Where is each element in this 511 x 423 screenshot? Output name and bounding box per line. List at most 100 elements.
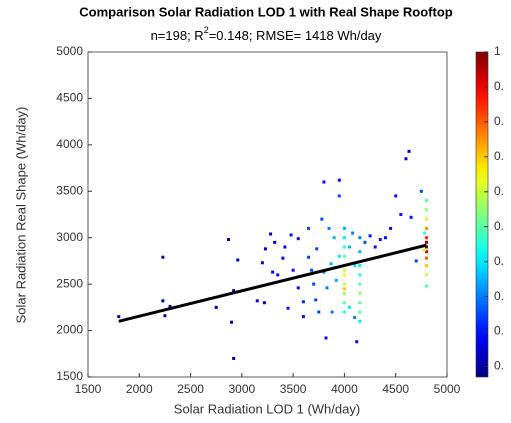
y-tick-label: 5000 bbox=[56, 44, 83, 58]
data-point bbox=[163, 314, 167, 318]
colorbar-tick-label: 0. bbox=[494, 324, 504, 338]
data-point bbox=[348, 245, 352, 249]
data-point bbox=[358, 310, 362, 314]
data-point bbox=[358, 273, 362, 277]
data-point bbox=[161, 255, 165, 259]
data-point bbox=[424, 273, 428, 277]
data-point bbox=[342, 310, 346, 314]
data-point bbox=[262, 301, 266, 305]
data-point bbox=[342, 226, 346, 230]
data-point bbox=[383, 236, 387, 240]
colorbar-tick-label: 0. bbox=[494, 289, 504, 303]
data-point bbox=[269, 232, 273, 236]
colorbar-tick-label: 0. bbox=[494, 254, 504, 268]
subtitle-part: =0.148; RMSE= 1418 Wh/day bbox=[209, 28, 382, 43]
data-point bbox=[281, 256, 285, 260]
data-point bbox=[424, 236, 428, 240]
data-point bbox=[330, 310, 334, 314]
data-point bbox=[337, 254, 341, 258]
colorbar bbox=[475, 51, 489, 378]
data-point bbox=[342, 291, 346, 295]
y-axis-label: Solar Radiation Real Shape (Wh/day) bbox=[13, 107, 28, 324]
data-point bbox=[301, 315, 305, 319]
y-tick-label: 2000 bbox=[56, 323, 83, 337]
data-point bbox=[263, 247, 267, 251]
data-point bbox=[276, 273, 280, 277]
colorbar-tick-label: 0. bbox=[494, 114, 504, 128]
data-point bbox=[358, 250, 362, 254]
data-point bbox=[351, 231, 355, 235]
data-point bbox=[214, 305, 218, 309]
data-point bbox=[407, 149, 411, 153]
data-point bbox=[230, 320, 234, 324]
y-tick-label: 3500 bbox=[56, 183, 83, 197]
y-tick-label: 4500 bbox=[56, 91, 83, 105]
data-point bbox=[260, 261, 264, 265]
data-point bbox=[424, 226, 428, 230]
data-point bbox=[320, 217, 324, 221]
data-point bbox=[424, 245, 428, 249]
data-point bbox=[358, 291, 362, 295]
data-point bbox=[373, 245, 377, 249]
x-tick-label: 2000 bbox=[126, 382, 153, 396]
data-point bbox=[424, 256, 428, 260]
data-point bbox=[342, 282, 346, 286]
x-axis-label: Solar Radiation LOD 1 (Wh/day) bbox=[174, 401, 360, 416]
data-point bbox=[273, 240, 277, 244]
x-tick-label: 4500 bbox=[382, 382, 409, 396]
data-point bbox=[404, 157, 408, 161]
data-point bbox=[324, 336, 328, 340]
data-point bbox=[255, 299, 259, 303]
data-point bbox=[168, 304, 172, 308]
data-point bbox=[236, 258, 240, 262]
data-point bbox=[424, 199, 428, 203]
data-point bbox=[363, 240, 367, 244]
data-point bbox=[424, 284, 428, 288]
data-point bbox=[342, 268, 346, 272]
colorbar-tick-label: 0. bbox=[494, 79, 504, 93]
chart-title: Comparison Solar Radiation LOD 1 with Re… bbox=[79, 4, 452, 19]
data-point bbox=[342, 254, 346, 258]
data-point bbox=[307, 255, 311, 259]
data-point bbox=[353, 316, 357, 320]
y-tick-label: 1500 bbox=[56, 369, 83, 383]
subtitle-part: n=198; R bbox=[151, 28, 204, 43]
subtitle-superscript: 2 bbox=[204, 25, 209, 35]
data-point bbox=[312, 282, 316, 286]
data-point bbox=[337, 194, 341, 198]
data-point bbox=[414, 259, 418, 263]
data-point bbox=[399, 213, 403, 216]
data-point bbox=[314, 298, 318, 302]
data-point bbox=[307, 226, 311, 230]
colorbar-tick-label: 0. bbox=[494, 149, 504, 163]
data-point bbox=[334, 278, 338, 282]
data-point bbox=[368, 234, 372, 238]
data-point bbox=[424, 264, 428, 268]
data-point bbox=[358, 282, 362, 286]
y-tick-label: 4000 bbox=[56, 137, 83, 151]
data-point bbox=[296, 286, 300, 290]
data-point bbox=[424, 208, 428, 212]
data-point bbox=[358, 319, 362, 323]
data-point bbox=[322, 180, 326, 184]
data-point bbox=[358, 236, 362, 240]
data-point bbox=[322, 270, 326, 274]
data-point bbox=[161, 299, 165, 303]
data-point bbox=[353, 264, 357, 268]
data-point bbox=[409, 215, 413, 219]
data-point bbox=[342, 245, 346, 249]
data-point bbox=[310, 268, 314, 272]
data-point bbox=[286, 306, 290, 310]
data-point bbox=[422, 248, 426, 252]
colorbar-tick-label: 0. bbox=[494, 359, 504, 373]
data-point bbox=[332, 236, 336, 240]
x-tick-label: 3000 bbox=[229, 382, 256, 396]
plot-area bbox=[87, 51, 448, 378]
data-point bbox=[317, 310, 321, 314]
data-point bbox=[342, 301, 346, 305]
data-point bbox=[315, 247, 319, 251]
data-point bbox=[378, 238, 382, 242]
data-point bbox=[271, 270, 275, 274]
colorbar-tick-label: 1 bbox=[494, 44, 501, 58]
